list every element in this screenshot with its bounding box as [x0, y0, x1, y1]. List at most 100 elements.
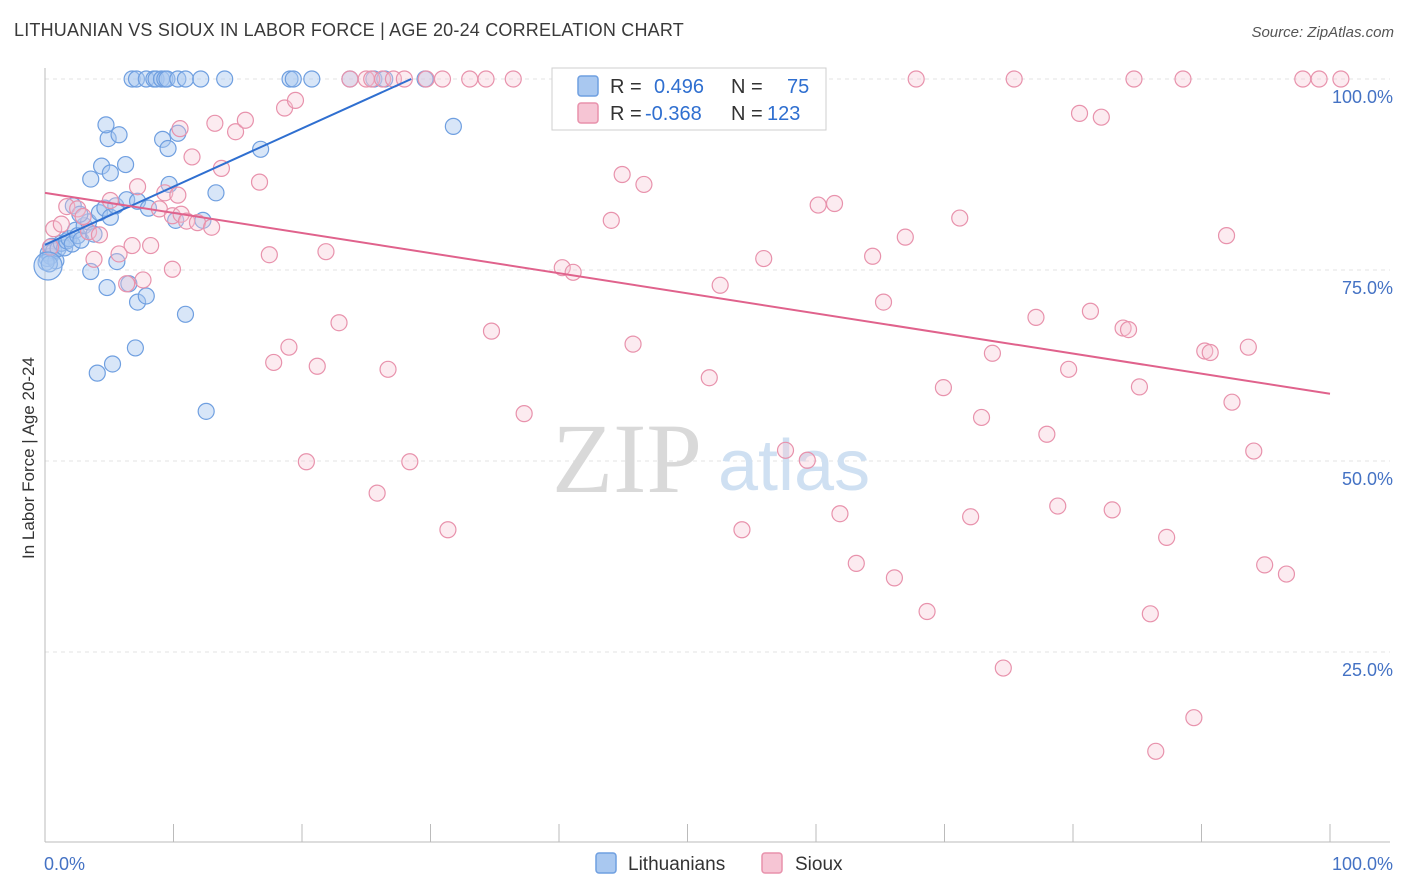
axes [44, 68, 1390, 843]
sioux-point-63 [776, 441, 795, 459]
legend-swatch-lithuanians [577, 75, 599, 97]
sioux-point-33 [265, 353, 283, 372]
lithuanians-point-74 [40, 255, 58, 273]
sioux-point-99 [477, 70, 495, 88]
sioux-point-102 [1130, 378, 1149, 396]
sioux-point-64 [798, 451, 816, 469]
sioux-point-68 [847, 554, 865, 572]
lithuanians-point-34 [110, 126, 128, 144]
sioux-point-26 [171, 120, 189, 138]
sioux-point-27 [206, 114, 224, 132]
sioux-point-88 [1092, 108, 1110, 126]
source-label: Source: ZipAtlas.com [1251, 24, 1394, 41]
sioux-point-74 [918, 602, 936, 621]
sioux-point-25 [163, 260, 182, 278]
sioux-point-15 [142, 236, 160, 255]
legend-r-value-lithuanians: 0.496 [654, 76, 704, 98]
sioux-point-11 [118, 275, 136, 293]
sioux-point-35 [286, 91, 305, 109]
sioux-point-110 [1223, 393, 1241, 411]
lithuanians-trend-line [44, 78, 412, 246]
lithuanians-point-32 [116, 155, 135, 174]
sioux-trend-line [44, 191, 1331, 395]
sioux-point-40 [330, 314, 348, 332]
tick-labels: 25.0% 50.0% 75.0% 100.0% 0.0% 100.0% [44, 87, 1393, 874]
sioux-point-7 [85, 250, 103, 268]
sioux-point-117 [1332, 70, 1350, 88]
sioux-point-108 [1201, 343, 1219, 362]
sioux-point-12 [123, 236, 141, 255]
sioux-point-114 [1277, 565, 1296, 583]
lithuanians-point-69 [126, 339, 144, 357]
lithuanians-point-67 [137, 287, 155, 305]
sioux-point-106 [1185, 709, 1203, 727]
sioux-point-115 [1294, 70, 1312, 88]
legend-box: R = 0.496 N = 75 R = -0.368 N = 123 [551, 67, 827, 131]
lithuanians-point-66 [128, 293, 147, 311]
y-tick-label-25: 25.0% [1342, 660, 1393, 680]
sioux-point-30 [236, 111, 254, 129]
lithuanians-point-59 [216, 70, 234, 88]
sioux-point-36 [280, 338, 298, 356]
sioux-point-37 [297, 453, 315, 471]
legend-n-value-lithuanians: 75 [787, 76, 809, 98]
lithuanians-point-31 [101, 164, 119, 182]
sioux-point-87 [1081, 302, 1100, 320]
sioux-point-53 [602, 211, 620, 229]
lithuanians-point-47 [444, 117, 462, 135]
sioux-point-83 [1038, 425, 1056, 443]
sioux-point-21 [177, 212, 196, 230]
sioux-point-103 [1141, 605, 1159, 623]
sioux-point-56 [635, 175, 653, 194]
lithuanians-point-71 [88, 364, 106, 382]
sioux-point-62 [755, 249, 773, 268]
watermark-atlas: atlas [718, 426, 870, 506]
sioux-point-14 [134, 271, 152, 289]
sioux-point-59 [700, 369, 718, 387]
sioux-point-75 [934, 379, 953, 397]
lithuanians-point-38 [97, 116, 115, 134]
lithuanians-point-37 [159, 139, 177, 158]
sioux-point-104 [1158, 528, 1176, 547]
lithuanians-point-30 [93, 157, 111, 175]
lithuanians-point-42 [303, 70, 321, 88]
lithuanians-point-64 [98, 278, 116, 297]
sioux-point-85 [1060, 360, 1078, 378]
lithuanians-point-35 [154, 130, 172, 148]
lithuanians-point-48 [123, 70, 141, 88]
sioux-point-77 [962, 508, 980, 526]
sioux-point-90 [1125, 70, 1143, 88]
lithuanians-point-58 [192, 70, 210, 88]
sioux-point-120 [368, 484, 386, 502]
sioux-point-98 [461, 70, 479, 88]
sioux-point-47 [417, 70, 435, 88]
sioux-point-49 [482, 322, 501, 340]
lithuanians-point-cluster [33, 251, 63, 281]
sioux-point-89 [1103, 501, 1121, 519]
sioux-point-112 [1245, 442, 1263, 460]
legend-r-label-2: R = [610, 103, 642, 125]
sioux-point-5 [74, 207, 92, 226]
y-axis-title: In Labor Force | Age 20-24 [19, 357, 38, 559]
lithuanians-point-68 [176, 305, 195, 323]
bottom-legend-sioux: Sioux [795, 854, 843, 875]
sioux-point-78 [972, 408, 991, 427]
bottom-legend-lithuanians: Lithuanians [628, 854, 725, 875]
sioux-point-79 [983, 344, 1002, 362]
lithuanians-point-29 [82, 170, 100, 188]
bottom-legend: Lithuanians Sioux [595, 852, 843, 875]
lithuanians-point-61 [284, 70, 302, 88]
sioux-point-121 [379, 360, 397, 378]
sioux-point-71 [885, 569, 904, 587]
lithuanians-point-70 [103, 355, 122, 373]
sioux-point-122 [401, 453, 419, 471]
gridlines [45, 78, 1390, 653]
lithuanians-point-11 [63, 235, 81, 253]
sioux-point-82 [1027, 308, 1045, 326]
sioux-point-48 [433, 70, 452, 88]
sioux-point-116 [1310, 70, 1328, 88]
sioux-point-38 [308, 357, 326, 375]
sioux-point-72 [896, 228, 914, 246]
sioux-point-81 [1005, 70, 1023, 88]
sioux-point-39 [317, 243, 335, 261]
